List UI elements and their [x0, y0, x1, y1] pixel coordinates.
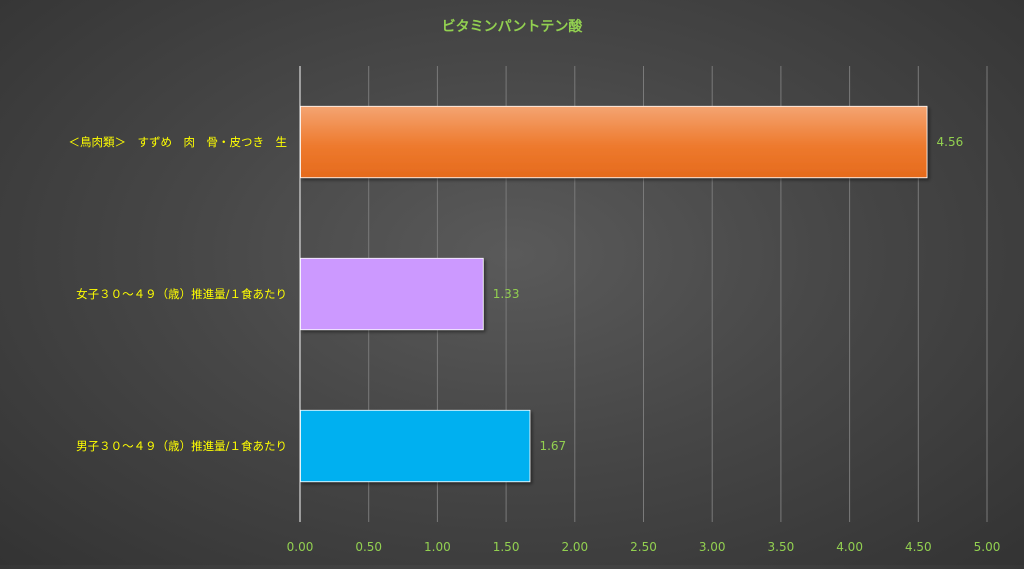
bar [300, 105, 928, 179]
x-tick-label: 4.00 [836, 540, 863, 554]
labels: 0.00 0.50 1.00 1.50 2.00 2.50 3.00 3.50 4.00 4.50… [69, 135, 1001, 554]
x-tick-label: 2.50 [630, 540, 657, 554]
category-label: ＜鳥肉類＞ すずめ 肉 骨・皮つき 生 [69, 135, 288, 149]
bar [300, 409, 531, 483]
x-tick-label: 1.00 [424, 540, 451, 554]
bars [300, 105, 928, 483]
x-tick-label: 3.50 [768, 540, 795, 554]
x-tick-label: 3.00 [699, 540, 726, 554]
x-tick-label: 0.50 [355, 540, 382, 554]
x-tick-label: 2.00 [561, 540, 588, 554]
x-tick-label: 0.00 [287, 540, 314, 554]
x-tick-label: 4.50 [905, 540, 932, 554]
data-label: 4.56 [937, 135, 964, 149]
data-label: 1.67 [539, 439, 566, 453]
category-label: 男子３０～４９（歳）推進量/１食あたり [76, 439, 287, 453]
data-label: 1.33 [493, 287, 520, 301]
category-label: 女子３０～４９（歳）推進量/１食あたり [76, 287, 287, 301]
chart-title: ビタミンパントテン酸 [442, 18, 584, 35]
x-tick-label: 5.00 [974, 540, 1001, 554]
bar [300, 257, 484, 331]
x-tick-label: 1.50 [493, 540, 520, 554]
